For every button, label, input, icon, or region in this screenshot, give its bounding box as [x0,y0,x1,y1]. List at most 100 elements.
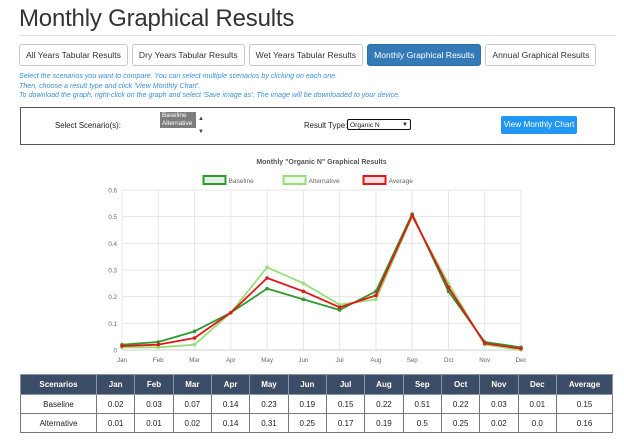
legend-label: Alternative [309,178,340,185]
instruction-line: Select the scenarios you want to compare… [19,72,338,80]
y-tick-label: 0 [114,348,118,355]
tab-wet-years-tabular[interactable]: Wet Years Tabular Results [248,44,364,66]
table-cell: 0.51 [402,394,442,414]
table-cell: 0.15 [325,394,366,414]
column-header: Jun [287,374,327,395]
instruction-line: To download the graph, right-click on th… [19,91,401,100]
data-point [519,346,523,351]
y-tick-label: 0.2 [108,294,117,301]
column-header: Nov [479,374,519,395]
control-panel: Select Scenario(s): Baseline Alternative… [20,107,615,145]
column-header: Scenarios [20,374,97,395]
y-tick-label: 0.3 [108,268,117,275]
tab-dry-years-tabular[interactable]: Dry Years Tabular Results [131,44,245,66]
tab-annual-graphical[interactable]: Annual Graphical Results [485,44,597,66]
table-cell: 0.31 [249,413,289,433]
tab-monthly-graphical[interactable]: Monthly Graphical Results [367,44,482,66]
instruction-line: Then, choose a result type and click 'Vi… [19,81,201,90]
table-cell: 0.22 [364,394,404,414]
scenario-listbox[interactable]: Baseline Alternative [160,112,196,139]
table-cell: 0.23 [249,394,289,414]
data-point [192,336,197,340]
data-point [120,344,124,348]
scenario-option-alternative[interactable]: Alternative [160,120,196,128]
x-tick-label: Feb [153,357,164,364]
data-point [410,213,414,218]
listbox-scroll-arrows[interactable]: ▲ ▼ [197,113,205,139]
legend-label: Average [389,178,414,185]
legend-label: Baseline [229,178,255,185]
result-type-value: Organic N [350,122,380,129]
data-point [482,341,487,346]
legend-swatch [202,175,227,185]
results-table: Scenarios Jan Feb Mar Apr May Jun Jul Au… [20,374,613,433]
table-cell: 0.02 [95,394,136,414]
table-cell: 0.25 [440,413,481,433]
column-header: Dec [517,374,558,395]
table-cell: 0.01 [134,413,174,433]
column-header: Jan [95,374,136,395]
data-point [374,293,378,298]
table-cell: 0.15 [556,394,613,414]
series-line [121,213,522,349]
data-point [265,286,269,291]
y-tick-label: 0.6 [108,188,117,195]
scenario-label: Select Scenario(s): [55,121,121,130]
column-header: Aug [364,374,404,395]
column-header: Oct [440,374,481,395]
x-tick-label: Jun [298,357,309,364]
view-monthly-chart-button[interactable]: View Monthly Chart [501,116,577,134]
scroll-up-icon[interactable]: ▲ [198,116,204,122]
table-cell: Baseline [20,394,97,414]
table-cell: 0.01 [95,413,136,433]
series-line [121,214,522,350]
column-header: Mar [172,374,212,395]
table-cell: 0.02 [479,413,519,433]
tab-all-years-tabular[interactable]: All Years Tabular Results [19,44,128,66]
table-cell: 0.03 [479,394,519,414]
x-tick-label: Aug [370,357,382,364]
monthly-chart: Monthly "Organic N" Graphical Results Bas… [108,159,526,364]
table-cell: 0.19 [287,394,327,414]
table-cell: 0.14 [210,413,251,433]
table-cell: 0.19 [364,413,404,433]
table-cell: 0.22 [440,394,481,414]
column-header: Sep [402,374,442,395]
data-point [337,302,342,307]
column-header: Jul [325,374,366,395]
x-tick-label: Nov [479,357,491,364]
column-header: May [249,374,289,395]
x-tick-label: Mar [189,357,200,364]
data-point [156,345,161,350]
x-tick-label: Dec [515,357,526,364]
table-header-row: Scenarios Jan Feb Mar Apr May Jun Jul Au… [20,374,613,395]
scroll-down-icon[interactable]: ▼ [198,129,204,135]
data-point [229,310,233,315]
title-divider [19,35,616,36]
y-tick-label: 0.5 [108,214,117,221]
data-point [156,340,161,344]
data-point [301,297,306,302]
table-cell: 0.5 [402,413,442,433]
data-point [301,289,306,294]
table-cell: 0.07 [172,394,212,414]
y-tick-label: 0.4 [108,241,117,248]
series-line [122,215,522,351]
result-type-select[interactable]: Organic N ▼ [347,119,411,130]
data-point [301,281,306,286]
data-point [374,297,378,302]
x-tick-label: May [261,357,274,364]
table-cell: 0.14 [210,394,251,414]
data-point [192,329,197,334]
page-title: Monthly Graphical Results [19,5,295,32]
scenario-option-baseline[interactable]: Baseline [160,112,196,120]
result-type-label: Result Type: [304,121,348,130]
chart-title: Monthly "Organic N" Graphical Results [256,159,386,166]
data-point [337,305,342,310]
chevron-down-icon: ▼ [402,122,408,128]
table-cell: 0.17 [325,413,366,433]
x-tick-label: Jul [336,357,344,364]
instructions: Select the scenarios you want to compare… [19,72,400,101]
column-header: Apr [210,374,251,395]
data-point [446,285,451,290]
